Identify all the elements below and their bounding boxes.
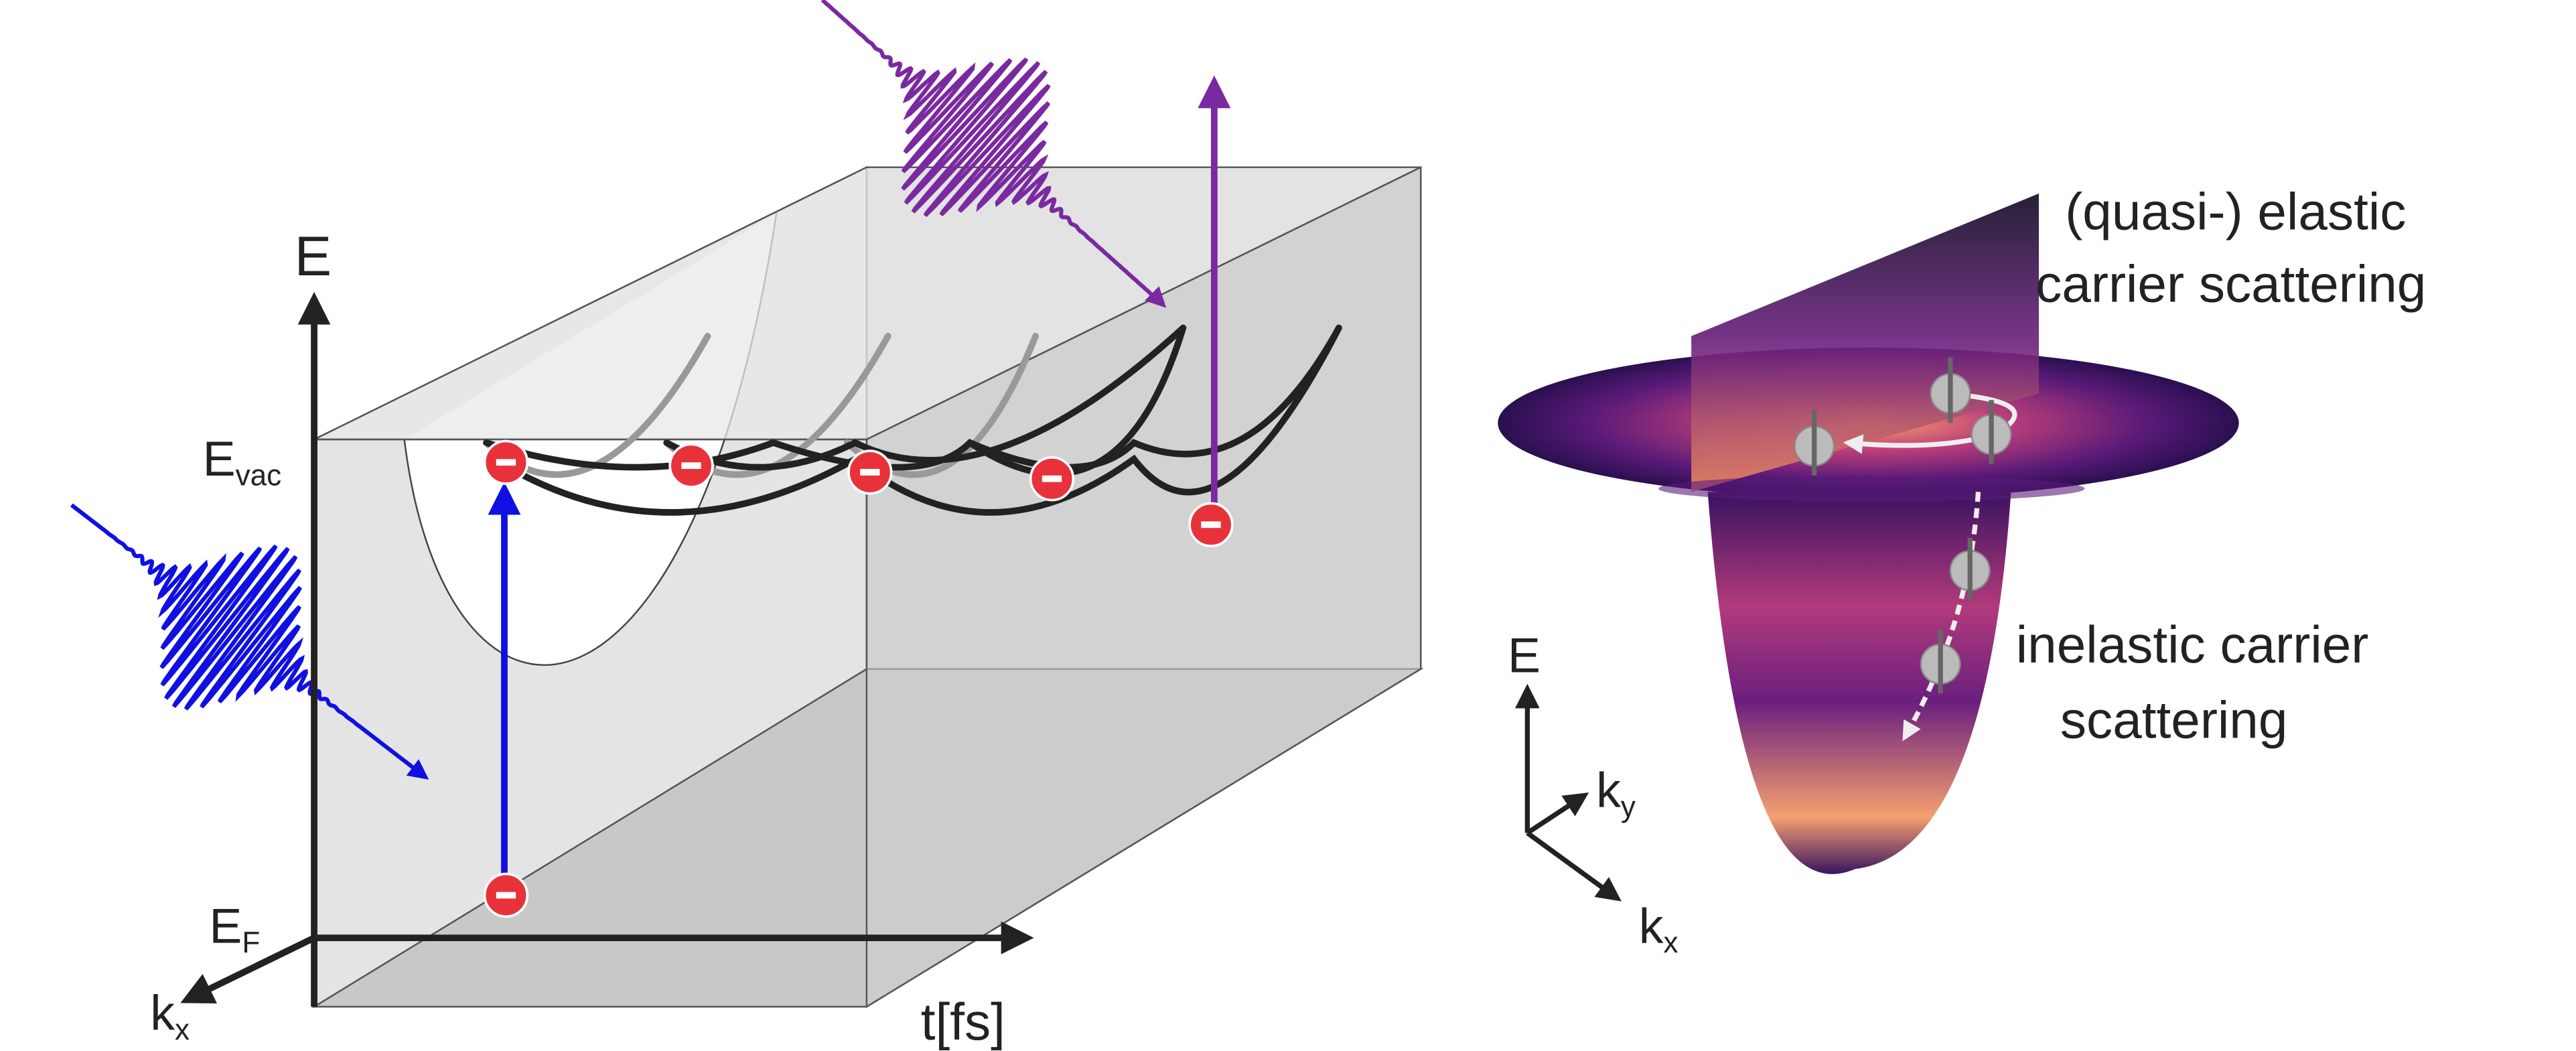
inelastic-label: inelastic carrier — [2016, 615, 2369, 674]
electrons — [483, 439, 1234, 918]
electron-sign — [1042, 475, 1062, 482]
ky-label: ky — [1596, 762, 1636, 823]
dispersion-plot — [1498, 193, 2239, 874]
electron-sign — [860, 469, 880, 476]
mini-axes — [1515, 683, 1622, 902]
electron-sign — [1201, 521, 1221, 529]
axes — [180, 291, 1034, 1007]
mini-energy-label: E — [1508, 628, 1541, 683]
electron-sign — [681, 462, 701, 470]
inelastic-label: scattering — [2060, 690, 2288, 749]
elastic-label: (quasi-) elastic — [2065, 182, 2406, 241]
electron-sign — [496, 892, 516, 899]
time-label: t[fs] — [921, 992, 1005, 1051]
elastic-label: carrier scattering — [2035, 254, 2426, 313]
energy-label: E — [295, 225, 332, 287]
fermi-level-label: EF — [209, 898, 260, 959]
photon-arrows — [70, 0, 1231, 886]
box — [311, 165, 1424, 1009]
vacuum-level-label: Evac — [203, 431, 282, 492]
electron-sign — [496, 459, 516, 466]
kx-label: kx — [1639, 898, 1678, 959]
pump-pulse — [70, 503, 429, 780]
probe-pulse — [820, 0, 1167, 308]
kx-label: kx — [150, 985, 190, 1046]
